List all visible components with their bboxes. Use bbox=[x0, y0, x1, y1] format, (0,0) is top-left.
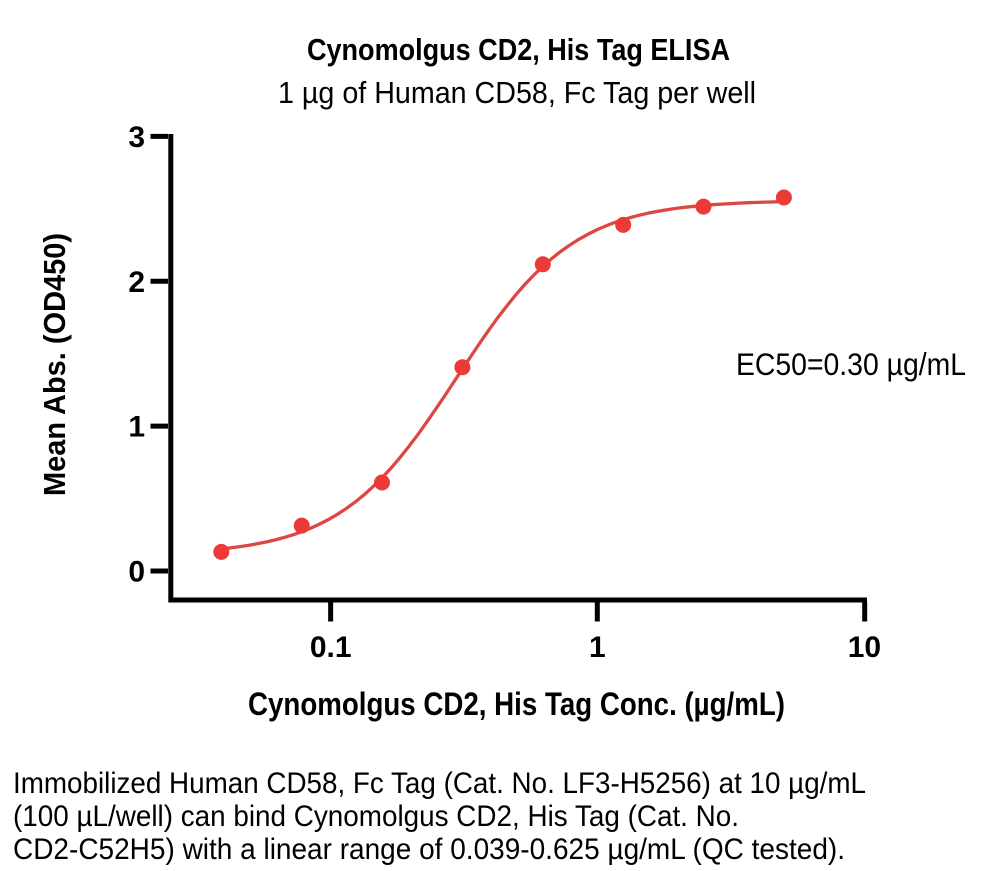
svg-text:1 µg of Human CD58, Fc Tag per: 1 µg of Human CD58, Fc Tag per well bbox=[278, 75, 756, 110]
svg-text:Cynomolgus CD2, His Tag ELISA: Cynomolgus CD2, His Tag ELISA bbox=[307, 32, 730, 67]
svg-text:Cynomolgus CD2, His Tag Conc.: Cynomolgus CD2, His Tag Conc. (µg/mL) bbox=[248, 686, 785, 722]
svg-text:EC50=0.30 µg/mL: EC50=0.30 µg/mL bbox=[736, 346, 966, 382]
svg-text:0: 0 bbox=[128, 556, 145, 589]
svg-text:2: 2 bbox=[128, 266, 145, 299]
svg-text:Immobilized Human CD58, Fc Tag: Immobilized Human CD58, Fc Tag (Cat. No.… bbox=[13, 767, 866, 800]
svg-text:Mean Abs. (OD450): Mean Abs. (OD450) bbox=[37, 233, 72, 496]
svg-text:CD2-C52H5) with a linear range: CD2-C52H5) with a linear range of 0.039-… bbox=[13, 833, 845, 866]
svg-text:1: 1 bbox=[589, 631, 606, 664]
svg-text:(100 µL/well) can bind Cynomol: (100 µL/well) can bind Cynomolgus CD2, H… bbox=[13, 800, 739, 833]
svg-text:10: 10 bbox=[848, 631, 881, 664]
svg-text:1: 1 bbox=[128, 411, 145, 444]
svg-text:3: 3 bbox=[128, 121, 145, 154]
svg-text:0.1: 0.1 bbox=[310, 631, 352, 664]
